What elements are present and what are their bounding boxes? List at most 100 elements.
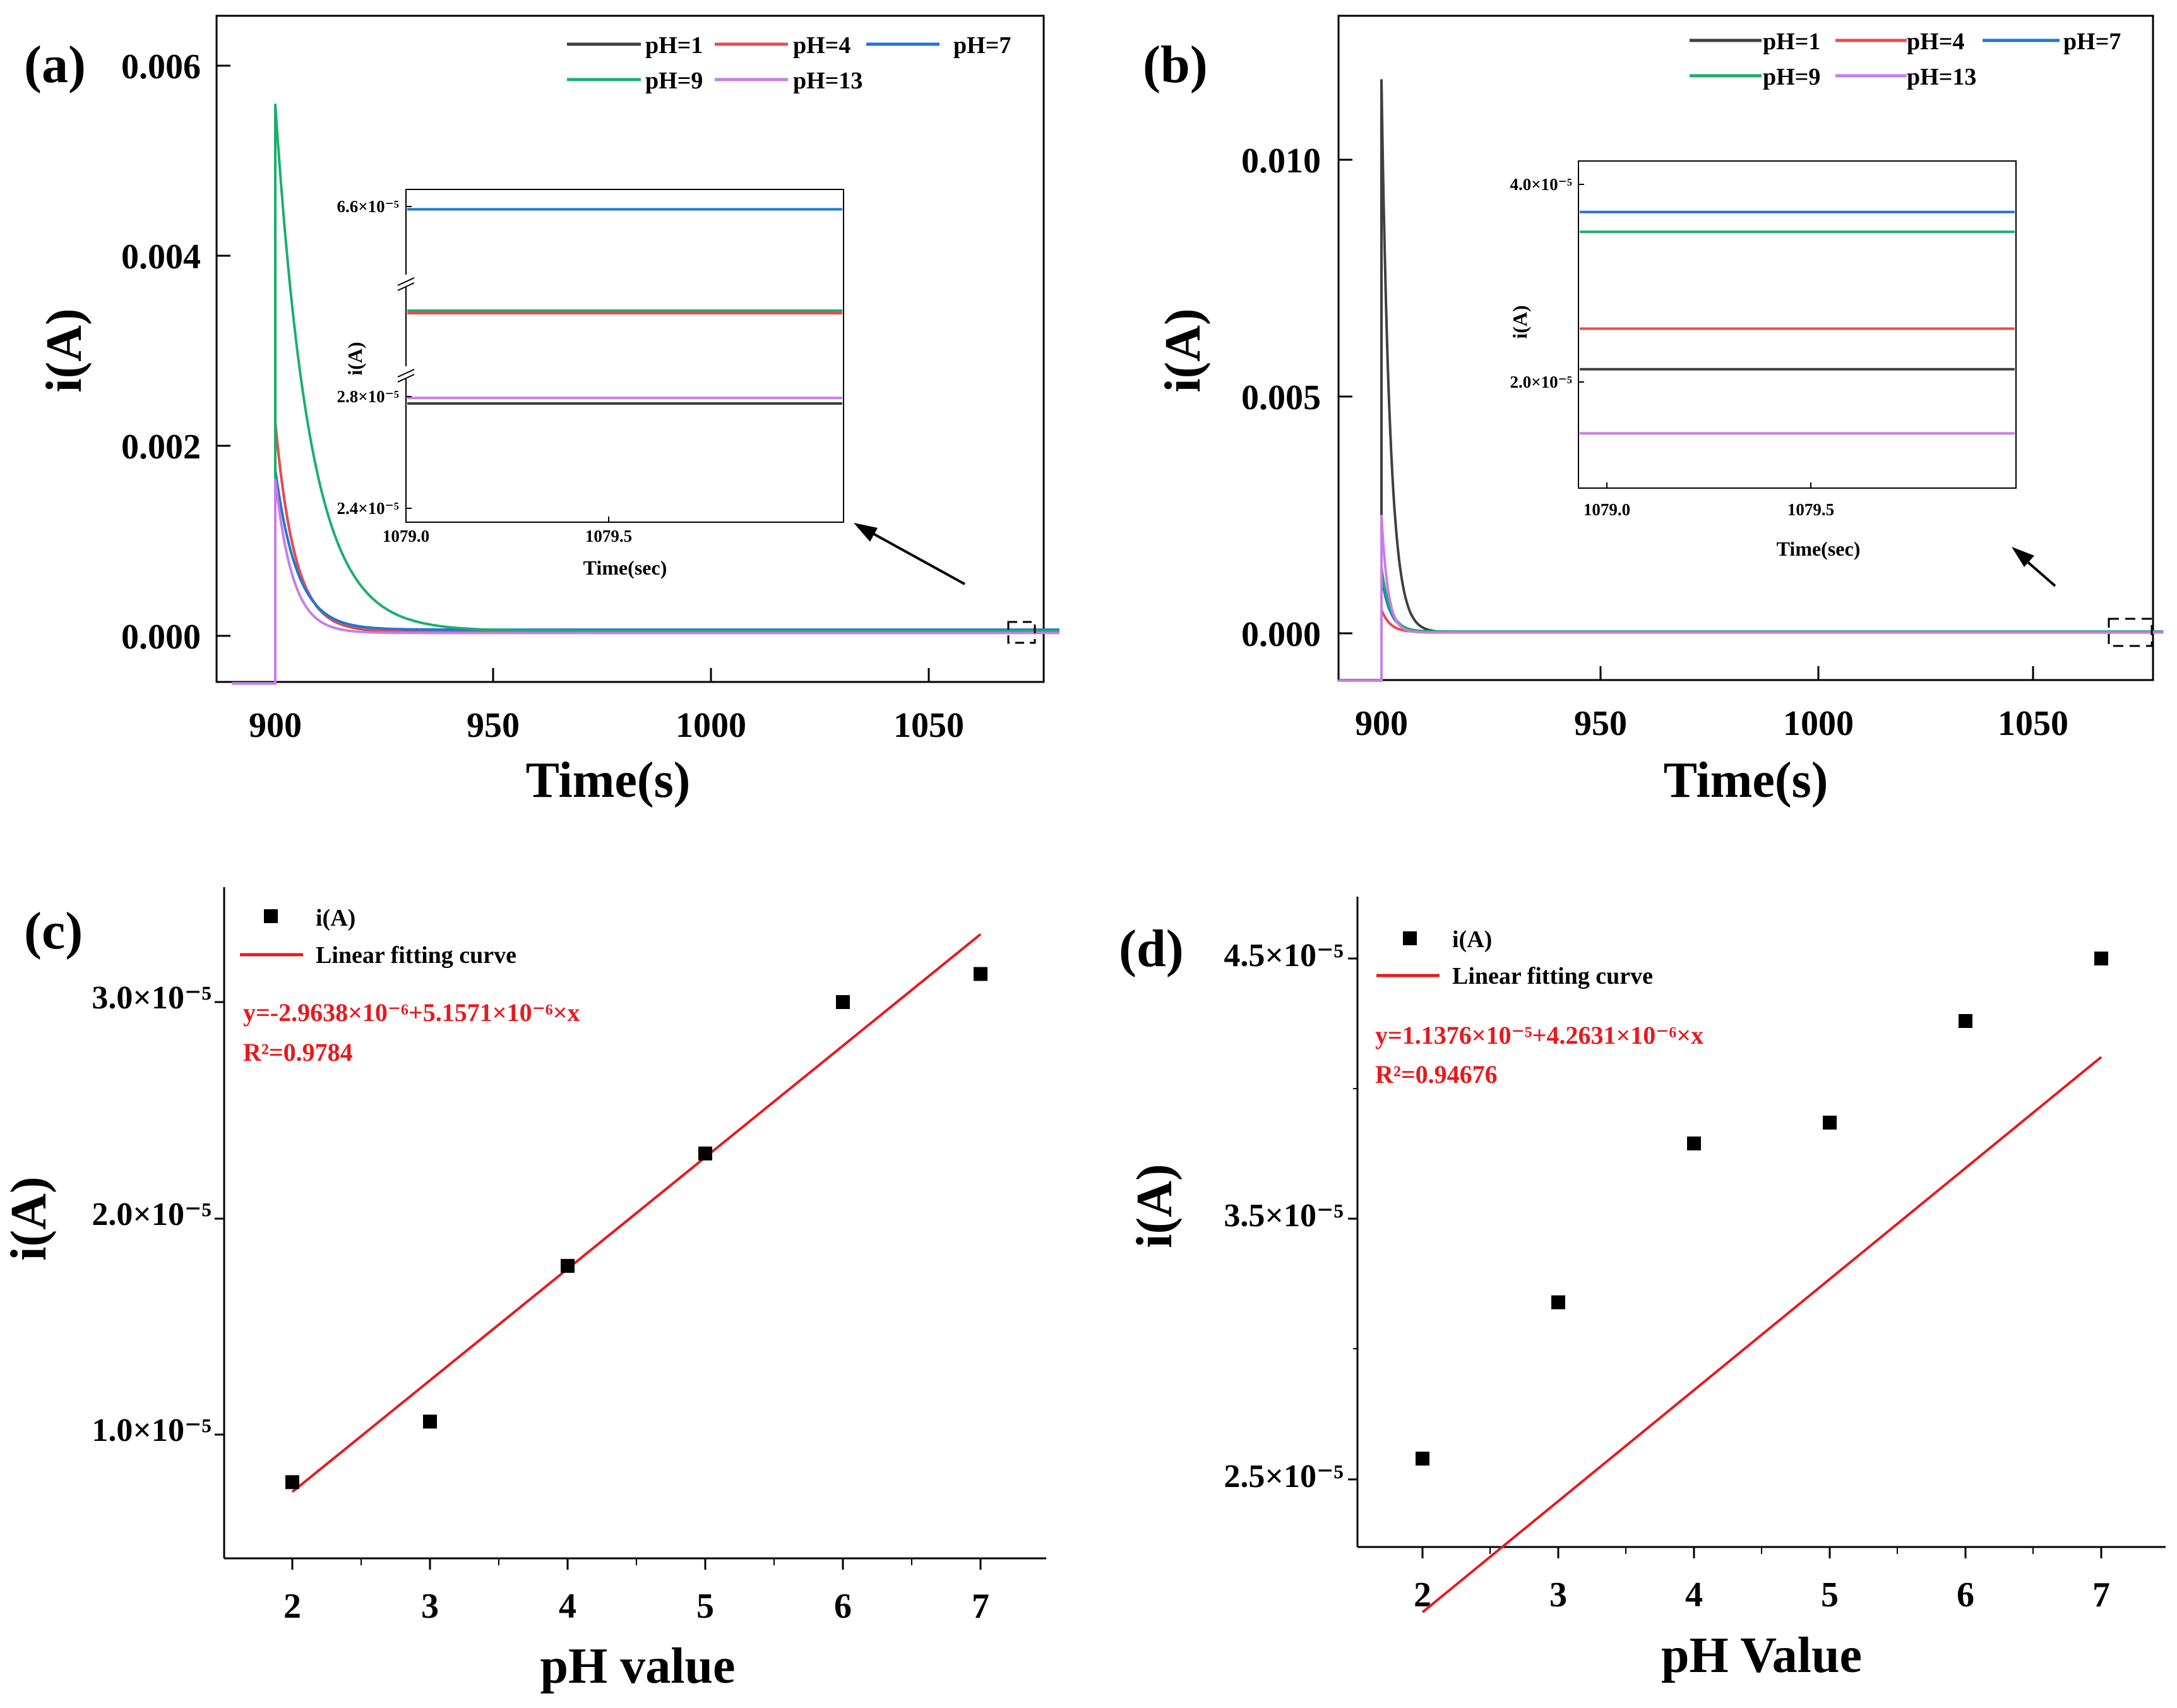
y-tick-label: 3.0×10⁻⁵ (92, 980, 212, 1016)
y-tick-label: 0.000 (1241, 615, 1321, 654)
plot-d (1416, 952, 2108, 1613)
panel-label-d: (d) (1119, 919, 1184, 978)
x-tick-label: 3 (1549, 1575, 1567, 1615)
fit-line (1421, 1056, 2102, 1613)
inset-arrow-a (864, 528, 965, 585)
legend-label-ph1: pH=1 (645, 32, 703, 59)
inset-b: 4.0×10⁻⁵ 2.0×10⁻⁵ 1079.0 1079.5 Time(sec… (1508, 160, 2017, 560)
inset-x-tick-label: 1079.5 (585, 527, 632, 546)
y-tick-label: 2.5×10⁻⁵ (1224, 1459, 1344, 1495)
fit-equation-d: y=1.1376×10⁻⁵+4.2631×10⁻⁶×x (1375, 1021, 1703, 1049)
x-axis-title-d: pH Value (1661, 1628, 1862, 1683)
curve-ph9 (1338, 566, 2164, 682)
inset-y-tick-label: 6.6×10⁻⁵ (337, 197, 399, 216)
inset-y-tick-label: 2.8×10⁻⁵ (337, 387, 399, 406)
curve-ph7 (1338, 576, 2164, 682)
y-tick-label: 2.0×10⁻⁵ (92, 1197, 212, 1233)
x-tick-label: 1000 (1783, 704, 1854, 743)
x-axis-title-a: Time(s) (526, 753, 691, 808)
y-axis-title-d: i(A) (1127, 1164, 1183, 1248)
x-axis-title-b: Time(s) (1664, 753, 1828, 808)
inset-a: 6.6×10⁻⁵ 2.8×10⁻⁵ 2.4×10⁻⁵ 1079.0 1079.5… (337, 189, 844, 579)
x-tick-label: 2 (283, 1587, 301, 1626)
inset-y-title: i(A) (1508, 305, 1531, 338)
fit-equation-c: y=-2.9638×10⁻⁶+5.1571×10⁻⁶×x (243, 998, 580, 1027)
inset-arrowhead-a (854, 523, 878, 542)
y-ticks-a: 0.000 0.002 0.004 0.006 (121, 47, 230, 657)
legend-label-points: i(A) (1452, 926, 1492, 953)
x-tick-label: 900 (249, 706, 302, 745)
legend-label-ph4: pH=4 (1907, 28, 1964, 55)
data-point (561, 1258, 575, 1273)
inset-lines-b (1580, 210, 2015, 435)
y-tick-label: 0.010 (1241, 141, 1321, 181)
panel-b: (b) 900 950 1000 1050 0.000 0.005 0.010 … (1143, 15, 2164, 808)
curves-b (1338, 79, 2164, 682)
data-point (285, 1475, 299, 1490)
zoom-region-box-b (2108, 618, 2153, 647)
inset-x-tick-label: 1079.5 (1787, 500, 1834, 519)
data-point (1551, 1295, 1565, 1310)
y-ticks-b: 0.000 0.005 0.010 (1241, 141, 1352, 654)
inset-arrowhead-b (2012, 547, 2034, 567)
y-axis-title-a: i(A) (37, 308, 92, 392)
x-tick-label: 5 (696, 1587, 714, 1626)
panel-c: (c) 2 3 4 5 6 7 3.0×10⁻⁵ 2.0× (1, 887, 1046, 1694)
legend-label-ph13: pH=13 (1907, 64, 1976, 90)
x-tick-label: 1050 (1998, 704, 2068, 743)
inset-y-tick-label: 2.4×10⁻⁵ (337, 499, 399, 518)
axis-break-mark (397, 277, 415, 286)
zoom-region-box-a (1007, 621, 1036, 644)
data-point (2094, 952, 2108, 965)
data-point (836, 995, 850, 1009)
x-tick-label: 7 (2092, 1575, 2110, 1615)
inset-x-title: Time(sec) (1777, 537, 1861, 560)
legend-c: i(A) Linear fitting curve (240, 905, 516, 969)
axis-break-mark (397, 369, 415, 378)
legend-label-ph4: pH=4 (793, 32, 850, 59)
data-point (974, 967, 987, 981)
inset-y-tick-label: 4.0×10⁻⁵ (1510, 175, 1572, 194)
fit-line (291, 933, 982, 1493)
legend-label-ph7: pH=7 (2063, 28, 2121, 55)
panel-label-a: (a) (24, 35, 86, 94)
x-ticks-c: 2 3 4 5 6 7 (283, 1558, 989, 1626)
x-axis-title-c: pH value (540, 1639, 736, 1694)
data-point (423, 1414, 437, 1429)
inset-frame-a (405, 189, 844, 523)
x-ticks-d: 2 3 4 5 6 7 (1414, 1547, 2110, 1615)
panel-d: (d) 2 3 4 5 6 7 4.5×1 (1119, 897, 2166, 1683)
x-tick-label: 1000 (676, 706, 746, 745)
y-tick-label: 4.5×10⁻⁵ (1224, 938, 1344, 974)
legend-label-ph13: pH=13 (793, 68, 862, 94)
legend-marker-points (1403, 931, 1417, 945)
y-tick-label: 0.000 (121, 618, 201, 657)
x-ticks-a: 900 950 1000 1050 (249, 668, 964, 745)
curve-ph9 (232, 104, 1059, 685)
curve-ph13 (232, 479, 1059, 685)
legend-b: pH=1 pH=4 pH=7 pH=9 pH=13 (1690, 28, 2121, 90)
x-tick-label: 950 (467, 706, 520, 745)
y-tick-label: 0.006 (121, 47, 201, 87)
plot-frame-b (1337, 15, 2154, 681)
plot-frame-a (215, 15, 1045, 683)
x-tick-label: 6 (1957, 1575, 1974, 1615)
curve-ph4 (1338, 609, 2164, 682)
inset-frame-b (1578, 160, 2017, 489)
legend-marker-points (264, 909, 278, 923)
panel-a: (a) 900 950 1000 1050 0.000 0.002 0.004 … (24, 15, 1059, 808)
legend-label-ph9: pH=9 (1763, 64, 1820, 90)
data-point (1687, 1136, 1701, 1150)
inset-x-tick-label: 1079.0 (1584, 500, 1630, 519)
fit-r-squared-c: R²=0.9784 (243, 1038, 353, 1066)
legend-label-ph7: pH=7 (953, 32, 1011, 59)
x-ticks-b: 900 950 1000 1050 (1355, 666, 2068, 743)
x-tick-label: 5 (1821, 1575, 1839, 1615)
axis-break-mark (397, 374, 415, 383)
y-axis-title-c: i(A) (1, 1176, 57, 1260)
panel-label-b: (b) (1143, 35, 1208, 94)
y-ticks-c: 3.0×10⁻⁵ 2.0×10⁻⁵ 1.0×10⁻⁵ (92, 980, 224, 1448)
data-point (1823, 1115, 1837, 1130)
legend-a: pH=1 pH=4 pH=7 pH=9 pH=13 (567, 32, 1011, 94)
